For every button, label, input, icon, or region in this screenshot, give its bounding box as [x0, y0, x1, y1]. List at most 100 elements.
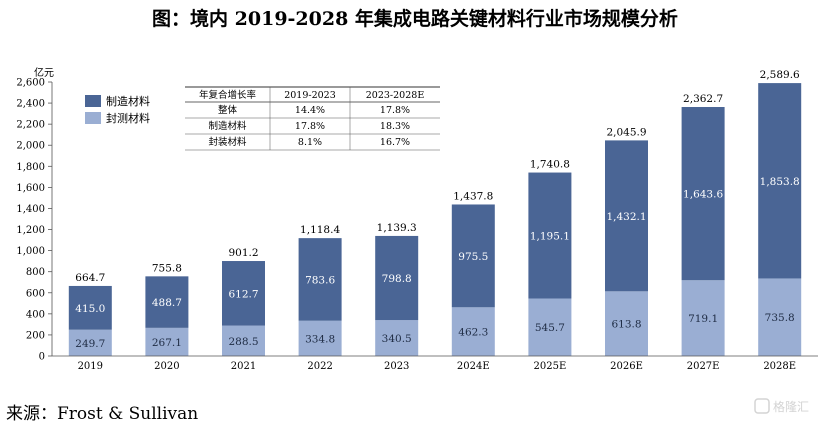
total-label: 1,118.4	[300, 224, 340, 236]
bar-segment-packaging	[68, 329, 112, 356]
data-label-manufacturing: 1,195.1	[530, 231, 570, 243]
y-tick-label: 1,600	[16, 183, 45, 194]
chart-title: 图：境内 2019-2028 年集成电路关键材料行业市场规模分析	[152, 7, 678, 30]
data-label-packaging: 267.1	[152, 337, 182, 349]
y-tick-label: 200	[26, 330, 45, 341]
x-tick-label: 2025E	[534, 361, 567, 372]
bar-segment-manufacturing	[605, 140, 648, 292]
total-label: 755.8	[152, 262, 182, 274]
table-header-cell: 年复合增长率	[199, 89, 257, 101]
bar-segment-packaging	[222, 325, 265, 356]
data-label-manufacturing: 612.7	[228, 288, 258, 300]
data-label-packaging: 735.8	[765, 312, 795, 324]
data-label-manufacturing: 488.7	[152, 297, 182, 309]
bar-segment-packaging	[145, 327, 189, 356]
y-tick-label: 2,600	[16, 78, 45, 89]
bar-segment-packaging	[528, 298, 572, 356]
total-label: 1,740.8	[530, 159, 570, 171]
total-label: 2,045.9	[606, 126, 646, 138]
y-tick-label: 2,200	[16, 120, 45, 131]
legend-swatch-packaging	[85, 112, 101, 124]
data-label-packaging: 288.5	[228, 336, 258, 348]
bar-segment-manufacturing	[68, 285, 112, 330]
x-tick-label: 2020	[154, 361, 179, 372]
data-label-packaging: 340.5	[382, 333, 412, 345]
bar-segment-packaging	[605, 291, 648, 356]
bar-segment-packaging	[758, 278, 802, 356]
bar-segment-manufacturing	[681, 107, 725, 281]
data-label-packaging: 249.7	[75, 338, 105, 350]
y-tick-label: 1,400	[16, 204, 45, 215]
bar-segment-manufacturing	[222, 261, 265, 326]
y-tick-label: 1,200	[16, 225, 45, 236]
data-label-manufacturing: 1,853.8	[760, 176, 800, 188]
y-tick-label: 0	[39, 352, 45, 363]
total-label: 664.7	[75, 272, 105, 284]
table-cell: 制造材料	[208, 120, 247, 132]
y-tick-label: 2,000	[16, 141, 45, 152]
table-cell: 17.8%	[380, 105, 410, 116]
table-cell: 整体	[218, 104, 238, 116]
data-label-packaging: 613.8	[611, 319, 641, 331]
x-tick-label: 2022	[307, 361, 332, 372]
y-tick-label: 1,000	[16, 246, 45, 257]
total-label: 2,362.7	[683, 93, 723, 105]
bar-segment-packaging	[298, 320, 342, 356]
x-axis: 2019 2020 2021 2022 2023 2024E 2025E 2026E 2027E…	[52, 355, 818, 372]
bar-segment-manufacturing	[528, 172, 572, 299]
y-axis: 0 200 400 600 800 1,000 1,200 1,400 1,600 1,800 2,…	[16, 78, 53, 363]
y-tick-label: 600	[26, 288, 45, 299]
legend-swatch-manufacturing	[85, 95, 101, 107]
data-label-packaging: 334.8	[305, 333, 335, 345]
total-label: 1,139.3	[377, 222, 417, 234]
data-label-manufacturing: 975.5	[458, 251, 488, 263]
table-header-cell: 2023-2028E	[366, 90, 425, 101]
table-cell: 17.8%	[295, 121, 325, 132]
cagr-table: 年复合增长率 2019-2023 2023-2028E 整体 14.4% 17.8% 制造材…	[185, 86, 440, 151]
total-label: 2,589.6	[760, 69, 800, 81]
y-tick-label: 800	[26, 267, 45, 278]
data-label-manufacturing: 1,432.1	[606, 211, 646, 223]
source-note: 来源：Frost & Sullivan	[6, 404, 198, 424]
watermark: 格隆汇	[754, 398, 809, 414]
table-cell: 16.7%	[380, 137, 410, 148]
data-label-packaging: 462.3	[458, 327, 488, 339]
bar-segment-manufacturing	[758, 83, 802, 279]
table-cell: 8.1%	[298, 137, 322, 148]
bars: 249.7 415.0 664.7 267.1 488.7 755.8 288.5 612.7…	[68, 69, 802, 356]
legend: 制造材料 封测材料	[85, 94, 150, 125]
bar-segment-manufacturing	[298, 238, 342, 321]
legend-label-manufacturing: 制造材料	[106, 94, 150, 108]
x-tick-label: 2028E	[763, 361, 796, 372]
legend-label-packaging: 封测材料	[106, 111, 150, 125]
table-cell: 14.4%	[295, 105, 325, 116]
data-label-manufacturing: 798.8	[382, 273, 412, 285]
y-tick-label: 400	[26, 309, 45, 320]
total-label: 1,437.8	[453, 190, 493, 202]
bar-segment-manufacturing	[145, 276, 189, 328]
data-label-packaging: 545.7	[535, 322, 565, 334]
y-tick-label: 2,400	[16, 99, 45, 110]
x-tick-label: 2026E	[610, 361, 643, 372]
watermark-logo	[754, 398, 770, 414]
watermark-text: 格隆汇	[773, 399, 809, 414]
x-tick-label: 2023	[384, 361, 409, 372]
table-cell: 封装材料	[208, 136, 247, 148]
x-tick-label: 2024E	[457, 361, 490, 372]
data-label-packaging: 719.1	[688, 313, 718, 325]
x-tick-label: 2019	[78, 361, 103, 372]
bar-segment-packaging	[451, 307, 495, 356]
total-label: 901.2	[228, 247, 258, 259]
y-tick-label: 1,800	[16, 162, 45, 173]
bar-segment-packaging	[375, 320, 419, 356]
data-label-manufacturing: 783.6	[305, 274, 335, 286]
bar-segment-packaging	[681, 280, 725, 356]
y-axis-unit: 亿元	[34, 66, 54, 79]
bar-segment-manufacturing	[375, 235, 419, 321]
table-header-cell: 2019-2023	[284, 90, 336, 101]
x-tick-label: 2021	[231, 361, 256, 372]
table-cell: 18.3%	[380, 121, 410, 132]
data-label-manufacturing: 415.0	[75, 303, 105, 315]
data-label-manufacturing: 1,643.6	[683, 189, 723, 201]
